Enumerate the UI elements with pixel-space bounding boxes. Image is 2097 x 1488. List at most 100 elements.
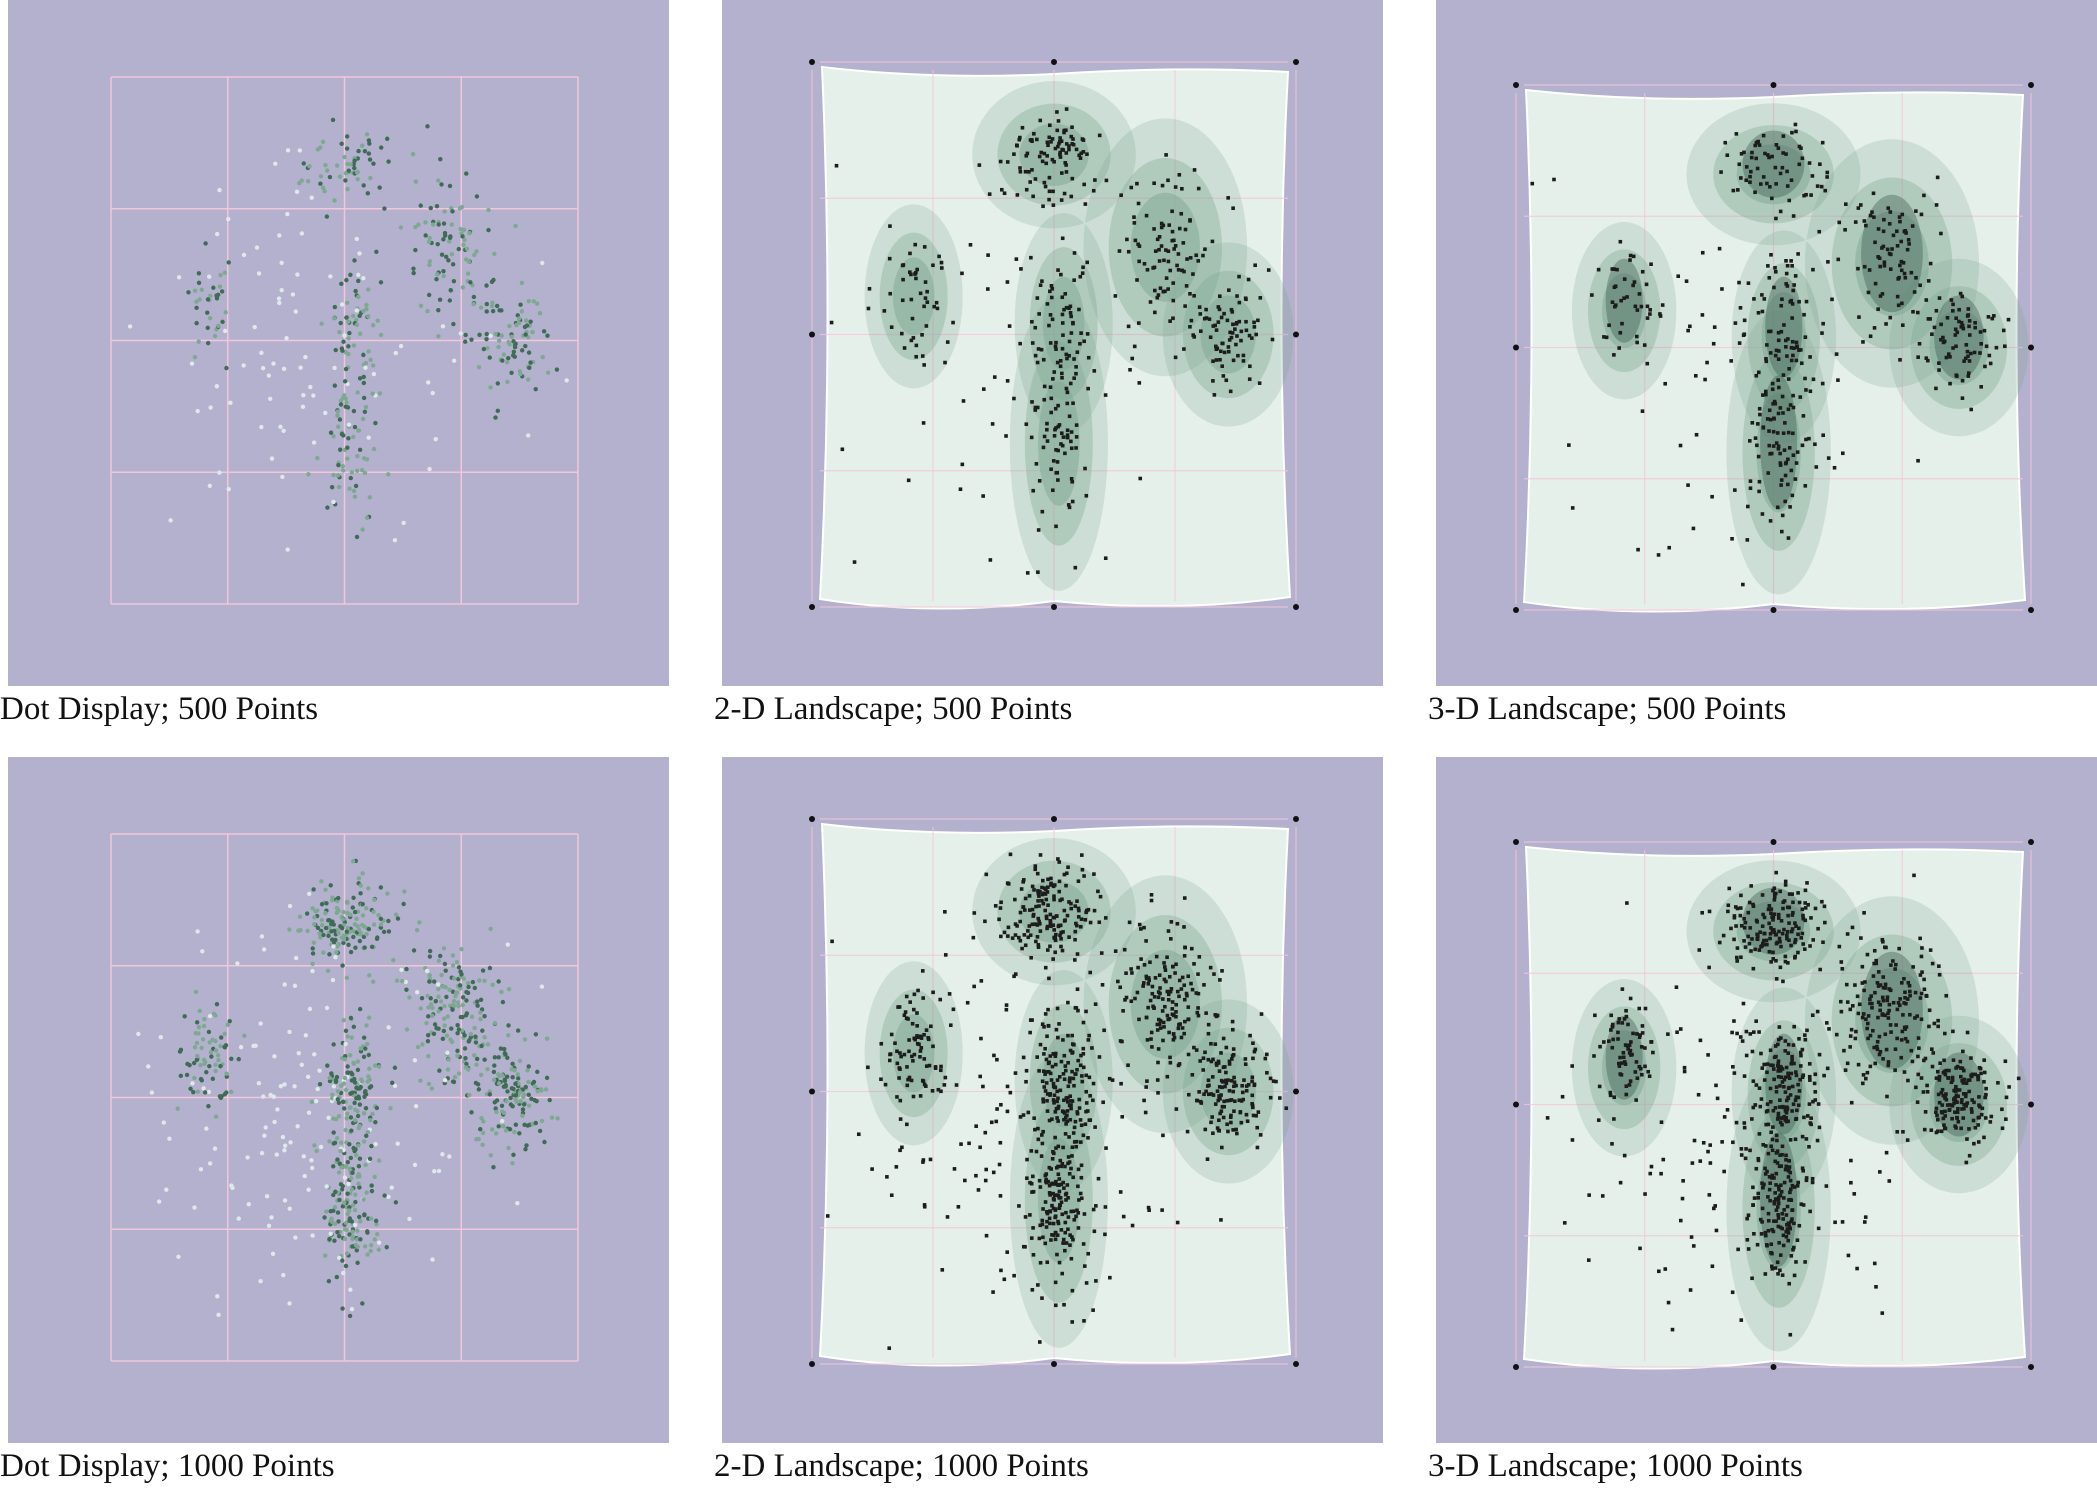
data-point	[1048, 1217, 1052, 1221]
data-point	[1256, 1146, 1260, 1150]
data-point	[341, 1100, 345, 1104]
data-point	[1620, 1061, 1624, 1065]
data-point	[407, 1217, 411, 1221]
data-point	[1959, 1060, 1963, 1064]
data-point	[215, 1294, 219, 1298]
data-point	[1701, 251, 1705, 255]
data-point	[1217, 1060, 1221, 1064]
data-point	[1775, 1090, 1779, 1094]
data-point	[356, 924, 360, 928]
data-point	[1862, 911, 1866, 915]
data-point	[354, 917, 358, 921]
data-point	[1048, 919, 1052, 923]
data-point	[164, 1187, 168, 1191]
data-point	[293, 1235, 297, 1239]
data-point	[1708, 1143, 1712, 1147]
data-point	[338, 448, 342, 452]
data-point	[1983, 329, 1987, 333]
data-point	[1933, 1022, 1937, 1026]
data-point	[358, 1237, 362, 1241]
data-point	[315, 456, 319, 460]
data-point	[1757, 1030, 1761, 1034]
data-point	[1244, 320, 1248, 324]
data-point	[1878, 1009, 1882, 1013]
data-point	[1150, 1045, 1154, 1049]
data-point	[1223, 1065, 1227, 1069]
data-point	[1042, 1052, 1046, 1056]
data-point	[367, 973, 371, 977]
data-point	[1006, 1085, 1010, 1089]
data-point	[1872, 191, 1876, 195]
data-point	[1739, 1035, 1743, 1039]
data-point	[332, 1239, 336, 1243]
data-point	[1744, 921, 1748, 925]
data-point	[452, 359, 456, 363]
data-point	[1713, 325, 1717, 329]
data-point	[345, 1251, 349, 1255]
data-point	[943, 910, 947, 914]
data-point	[1767, 429, 1771, 433]
data-point	[1045, 1081, 1049, 1085]
data-point	[386, 1025, 390, 1029]
data-point	[371, 161, 375, 165]
data-point	[1045, 1181, 1049, 1185]
data-point	[1780, 478, 1784, 482]
data-point	[1044, 966, 1048, 970]
data-point	[1071, 322, 1075, 326]
data-point	[959, 487, 963, 491]
anchor-point	[1771, 82, 1777, 88]
data-point	[490, 280, 494, 284]
data-point	[914, 355, 918, 359]
data-point	[1951, 1030, 1955, 1034]
data-point	[1716, 1097, 1720, 1101]
data-point	[1209, 1121, 1213, 1125]
data-point	[1178, 227, 1182, 231]
data-point	[1982, 1058, 1986, 1062]
data-point	[1947, 352, 1951, 356]
data-point	[1146, 1006, 1150, 1010]
data-point	[1938, 1075, 1942, 1079]
data-point	[1740, 1147, 1744, 1151]
data-point	[1202, 983, 1206, 987]
data-point	[1738, 914, 1742, 918]
data-point	[1777, 386, 1781, 390]
data-point	[1767, 1152, 1771, 1156]
data-point	[1759, 1218, 1763, 1222]
data-point	[1969, 408, 1973, 412]
data-point	[1035, 138, 1039, 142]
data-point	[555, 1116, 559, 1120]
data-point	[436, 1009, 440, 1013]
data-point	[1054, 1052, 1058, 1056]
data-point	[1041, 160, 1045, 164]
data-point	[320, 902, 324, 906]
data-point	[1046, 143, 1050, 147]
data-point	[1950, 1080, 1954, 1084]
anchor-point	[2028, 839, 2034, 845]
data-point	[1859, 203, 1863, 207]
data-point	[1712, 342, 1716, 346]
data-point	[1190, 319, 1194, 323]
data-point	[514, 1093, 518, 1097]
data-point	[1103, 1233, 1107, 1237]
data-point	[440, 252, 444, 256]
data-point	[1790, 892, 1794, 896]
data-point	[1211, 379, 1215, 383]
data-point	[255, 245, 259, 249]
data-point	[461, 995, 465, 999]
data-point	[1892, 1001, 1896, 1005]
data-point	[1935, 203, 1939, 207]
data-point	[1062, 1303, 1066, 1307]
data-point	[1245, 1113, 1249, 1117]
data-point	[1937, 361, 1941, 365]
data-point	[527, 1103, 531, 1107]
data-point	[360, 1079, 364, 1083]
data-point	[919, 1046, 923, 1050]
data-point	[176, 1255, 180, 1259]
data-point	[922, 1057, 926, 1061]
data-point	[1780, 297, 1784, 301]
data-point	[348, 1288, 352, 1292]
data-point	[1790, 264, 1794, 268]
data-point	[1884, 1032, 1888, 1036]
data-point	[323, 411, 327, 415]
anchor-point	[809, 1089, 815, 1095]
